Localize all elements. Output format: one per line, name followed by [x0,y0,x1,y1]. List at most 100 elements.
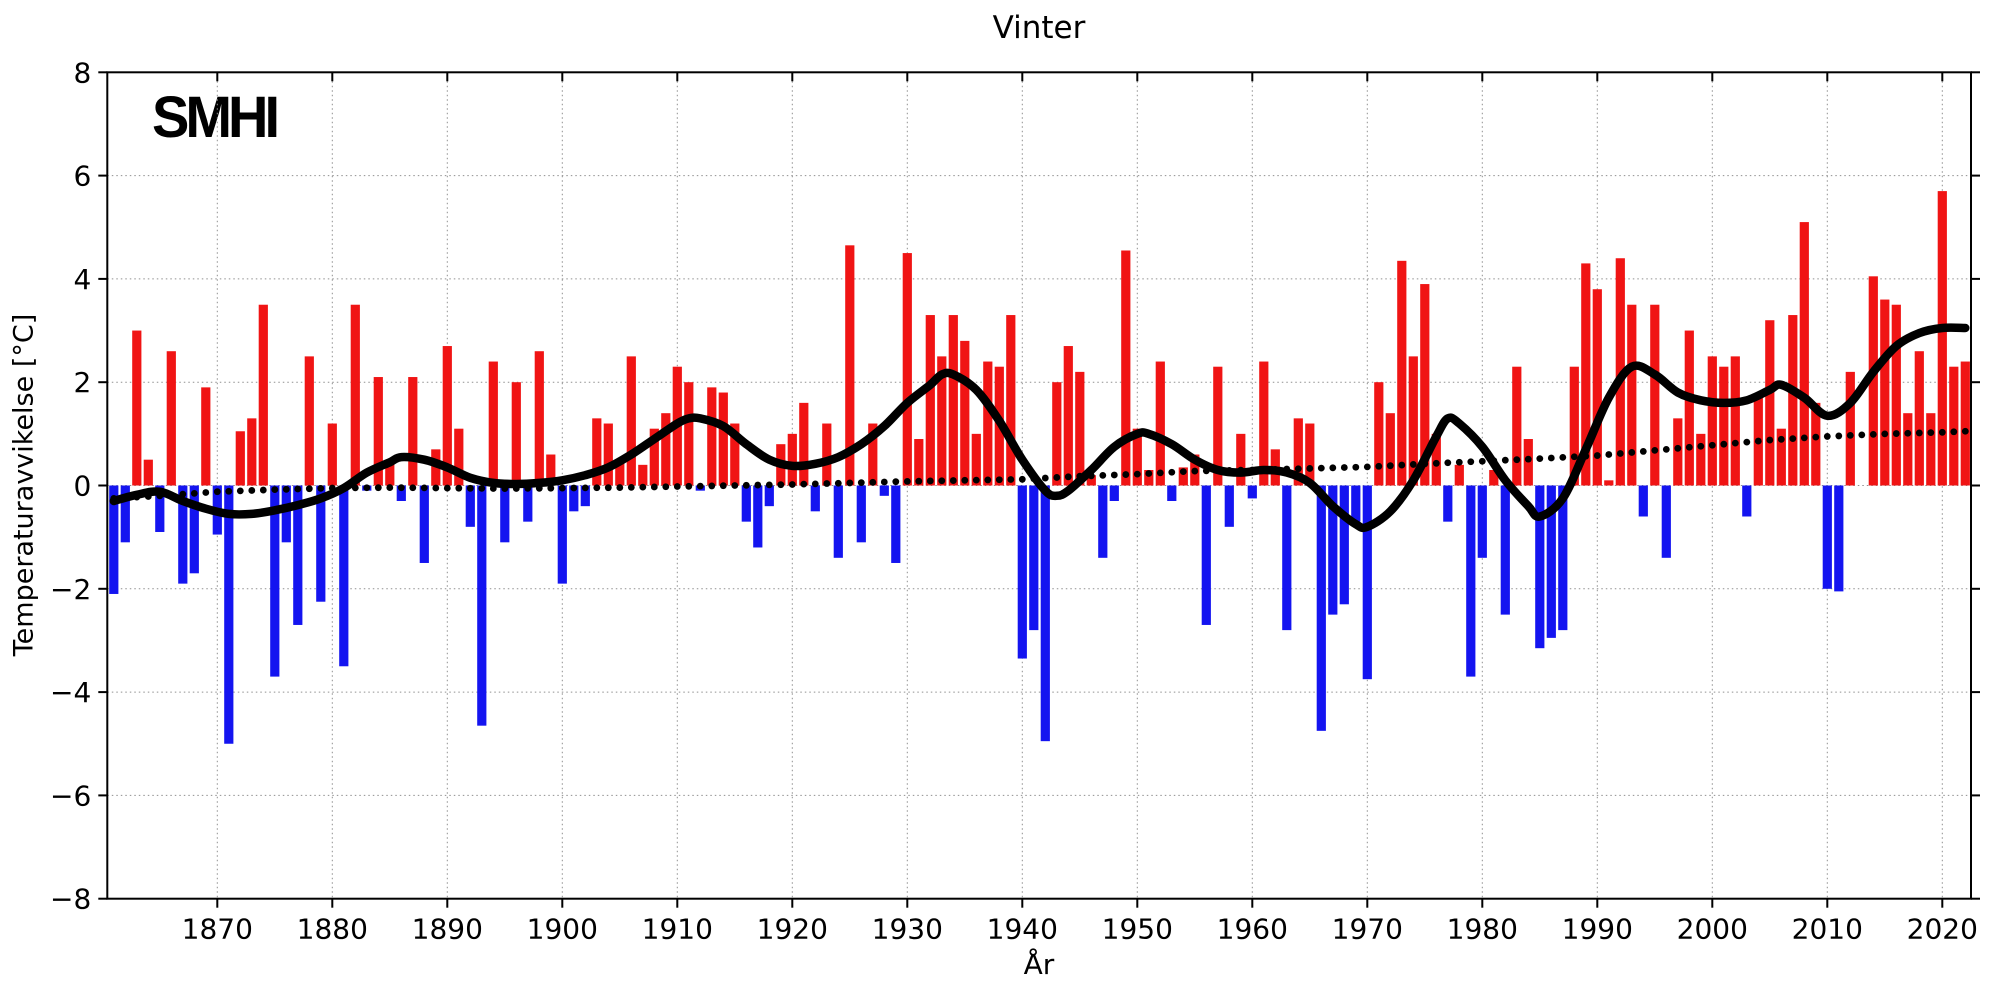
reference-dot [708,482,716,490]
bar-2021 [1949,366,1959,486]
reference-dot [765,481,773,489]
bar-1901 [569,485,579,512]
bar-1876 [281,485,291,543]
reference-dot [1812,433,1820,441]
reference-dot [1145,470,1153,477]
reference-dot [1743,438,1751,446]
reference-dot [305,485,313,493]
bar-1933 [937,356,947,486]
bar-1963 [1282,485,1292,631]
bar-1936 [971,433,981,486]
bar-1954 [1178,467,1188,486]
reference-dot [1409,461,1417,468]
x-tick-label: 1950 [1102,913,1173,946]
bar-1947 [1098,485,1108,558]
bar-1885 [385,459,395,486]
reference-dot [1478,457,1486,465]
bar-1911 [684,382,694,486]
bar-1980 [1477,485,1487,558]
reference-dot [248,487,256,494]
reference-dot [777,481,785,489]
reference-dot [1651,446,1659,454]
bar-1943 [1052,382,1062,486]
reference-dot [1133,470,1141,478]
reference-dot [1122,471,1130,478]
reference-dot [1191,467,1199,475]
reference-dot [1777,435,1785,443]
bar-1965 [1305,423,1315,486]
reference-dot [984,476,992,484]
reference-dot [995,476,1003,484]
reference-dot [1927,429,1935,437]
reference-dot [1846,431,1854,439]
reference-dot [961,476,969,484]
bar-1909 [661,413,671,486]
bar-2008 [1799,222,1809,486]
bar-1929 [891,485,901,563]
reference-dot [1064,473,1072,481]
bar-2005 [1765,320,1775,486]
reference-dot [386,484,394,491]
bar-1868 [189,485,199,574]
bar-1952 [1155,361,1165,486]
reference-dot [1593,452,1601,459]
reference-dot [1559,454,1567,461]
y-tick-label: −6 [50,779,91,812]
reference-dot [1674,444,1682,452]
chart-title: Vinter [992,10,1086,46]
reference-dot [731,482,739,489]
reference-dot [558,484,566,492]
reference-dot [1881,430,1889,438]
bar-1935 [960,340,970,486]
bar-2016 [1891,304,1901,486]
reference-dot [478,484,486,492]
reference-dot [650,483,658,491]
bar-1882 [350,304,360,486]
reference-dot [846,479,854,487]
bar-1931 [914,439,924,486]
bar-1924 [833,485,843,558]
bar-1937 [983,361,993,486]
bar-1920 [787,433,797,486]
y-tick-label: −4 [50,676,91,709]
bar-1998 [1684,330,1694,486]
reference-dot [432,484,440,492]
y-tick-label: 2 [73,366,91,399]
reference-dot [834,479,842,487]
reference-dot [915,477,923,485]
bar-1960 [1247,485,1257,499]
reference-dot [949,477,957,484]
reference-dot [1455,458,1463,466]
bar-1983 [1512,366,1522,486]
x-tick-label: 1970 [1332,913,1403,946]
reference-dot [1501,456,1509,464]
x-tick-label: 1870 [182,913,253,946]
bar-1961 [1259,361,1269,486]
bar-1978 [1454,464,1464,486]
reference-dot [857,479,865,487]
bar-1959 [1236,433,1246,486]
bar-1874 [258,304,268,486]
reference-dot [1306,465,1314,472]
reference-dot [455,484,463,492]
x-tick-label: 2020 [1907,913,1978,946]
bar-1999 [1696,433,1706,486]
reference-dot [811,480,819,488]
reference-dot [420,484,428,492]
reference-dot [1317,464,1325,472]
bar-2020 [1937,191,1947,486]
bar-2011 [1834,485,1844,592]
bar-1906 [626,356,636,486]
x-tick-label: 1910 [642,913,713,946]
bar-1939 [1006,315,1016,486]
bar-1886 [396,485,406,501]
bar-1982 [1500,485,1510,615]
bar-2003 [1742,485,1752,517]
bar-1917 [753,485,763,548]
bar-1871 [224,485,234,744]
bar-1900 [557,485,567,584]
reference-dot [800,480,808,488]
bar-1888 [419,485,429,563]
bar-2019 [1926,413,1936,486]
reference-dot [880,478,888,486]
